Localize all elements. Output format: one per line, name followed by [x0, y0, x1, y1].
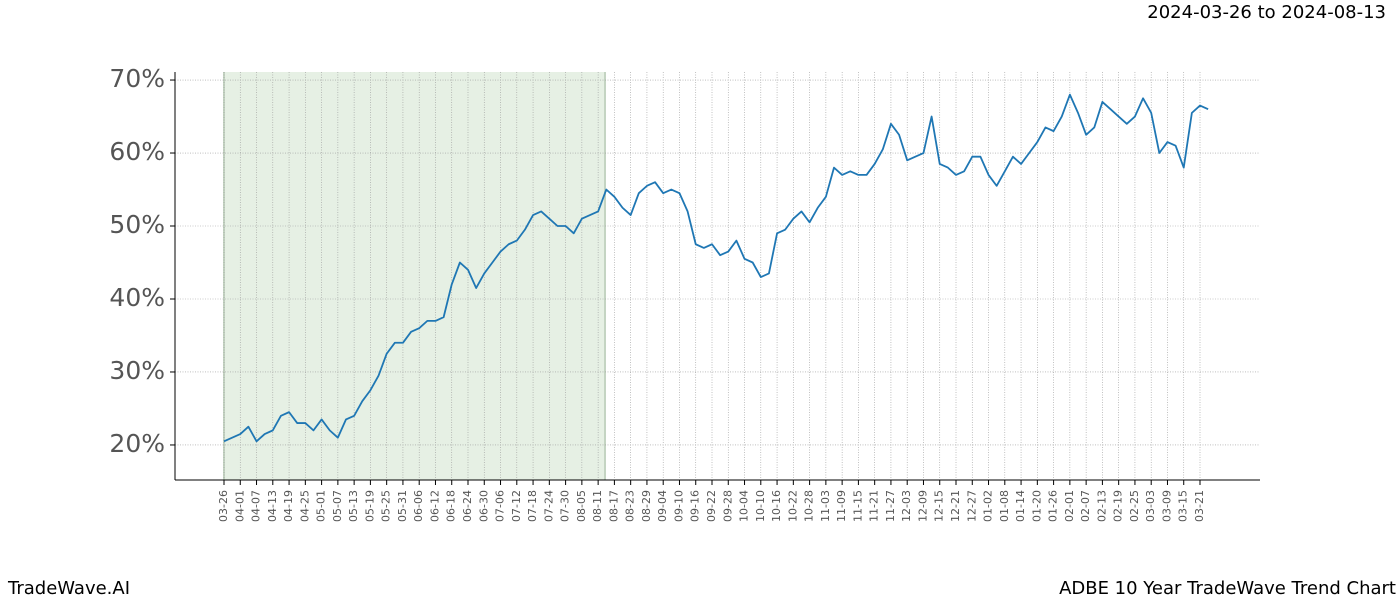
y-tick-label: 70%: [109, 64, 165, 93]
x-tick-label: 06-18: [445, 490, 458, 522]
x-tick-label: 05-07: [331, 490, 344, 522]
x-tick-label: 08-17: [607, 490, 620, 522]
x-tick-label: 10-04: [738, 490, 751, 522]
x-tick-label: 06-06: [412, 490, 425, 522]
watermark: TradeWave.AI: [7, 578, 130, 599]
x-tick-label: 04-13: [266, 490, 279, 522]
x-tick-label: 07-12: [510, 490, 523, 522]
x-tick-label: 03-09: [1160, 490, 1173, 522]
x-tick-label: 03-21: [1193, 490, 1206, 522]
x-tick-label: 08-23: [624, 490, 637, 522]
x-tick-label: 07-30: [559, 490, 572, 522]
x-tick-label: 09-22: [705, 490, 718, 522]
x-tick-label: 10-10: [754, 490, 767, 522]
x-tick-label: 03-15: [1177, 490, 1190, 522]
x-tick-label: 05-25: [380, 490, 393, 522]
x-tick-label: 02-01: [1063, 490, 1076, 522]
x-tick-label: 12-15: [933, 490, 946, 522]
y-tick-label: 40%: [109, 283, 165, 312]
x-tick-label: 11-03: [819, 490, 832, 522]
x-tick-label: 05-31: [396, 490, 409, 522]
x-tick-label: 02-13: [1095, 490, 1108, 522]
x-tick-label: 08-05: [575, 490, 588, 522]
x-tick-label: 06-30: [477, 490, 490, 522]
x-tick-label: 09-16: [689, 490, 702, 522]
x-tick-label: 04-19: [282, 490, 295, 522]
x-tick-label: 06-12: [428, 490, 441, 522]
date-range: 2024-03-26 to 2024-08-13: [1147, 2, 1386, 23]
x-tick-label: 10-16: [770, 490, 783, 522]
x-tick-label: 03-26: [217, 490, 230, 522]
x-tick-label: 02-25: [1128, 490, 1141, 522]
x-tick-label: 12-03: [900, 490, 913, 522]
price-line: [223, 93, 1209, 443]
x-tick-label: 06-24: [461, 490, 474, 522]
x-tick-label: 12-09: [916, 490, 929, 522]
x-tick-label: 08-29: [640, 490, 653, 522]
x-tick-label: 11-27: [884, 490, 897, 522]
x-tick-label: 12-27: [965, 490, 978, 522]
x-tick-label: 03-03: [1144, 490, 1157, 522]
x-tick-label: 05-19: [363, 490, 376, 522]
x-tick-label: 02-19: [1112, 490, 1125, 522]
x-tick-label: 07-18: [526, 490, 539, 522]
x-tick-label: 04-07: [250, 490, 263, 522]
y-tick-label: 30%: [109, 356, 165, 385]
x-tick-label: 07-06: [494, 490, 507, 522]
x-tick-label: 05-13: [347, 490, 360, 522]
marks: [223, 93, 1209, 443]
x-tick-label: 12-21: [949, 490, 962, 522]
x-tick-label: 01-26: [1047, 490, 1060, 522]
x-tick-label: 09-10: [672, 490, 685, 522]
highlight-span: [224, 72, 605, 480]
x-tick-label: 09-04: [656, 490, 669, 522]
x-tick-label: 04-25: [298, 490, 311, 522]
x-tick-label: 01-14: [1014, 490, 1027, 522]
x-tick-label: 10-22: [786, 490, 799, 522]
y-tick-label: 20%: [109, 429, 165, 458]
y-tick-label: 50%: [109, 210, 165, 239]
x-tick-label: 11-09: [835, 490, 848, 522]
x-tick-label: 09-28: [721, 490, 734, 522]
grid: [175, 72, 1260, 480]
x-tick-label: 05-01: [315, 490, 328, 522]
y-tick-label: 60%: [109, 137, 165, 166]
chart-title: ADBE 10 Year TradeWave Trend Chart: [1059, 578, 1396, 599]
x-tick-label: 11-21: [868, 490, 881, 522]
x-tick-label: 10-28: [803, 490, 816, 522]
x-tick-label: 11-15: [851, 490, 864, 522]
x-tick-label: 04-01: [233, 490, 246, 522]
x-tick-label: 01-02: [982, 490, 995, 522]
x-tick-label: 02-07: [1079, 490, 1092, 522]
x-tick-label: 07-24: [542, 490, 555, 522]
x-tick-label: 08-11: [591, 490, 604, 522]
x-tick-label: 01-20: [1030, 490, 1043, 522]
x-tick-label: 01-08: [998, 490, 1011, 522]
